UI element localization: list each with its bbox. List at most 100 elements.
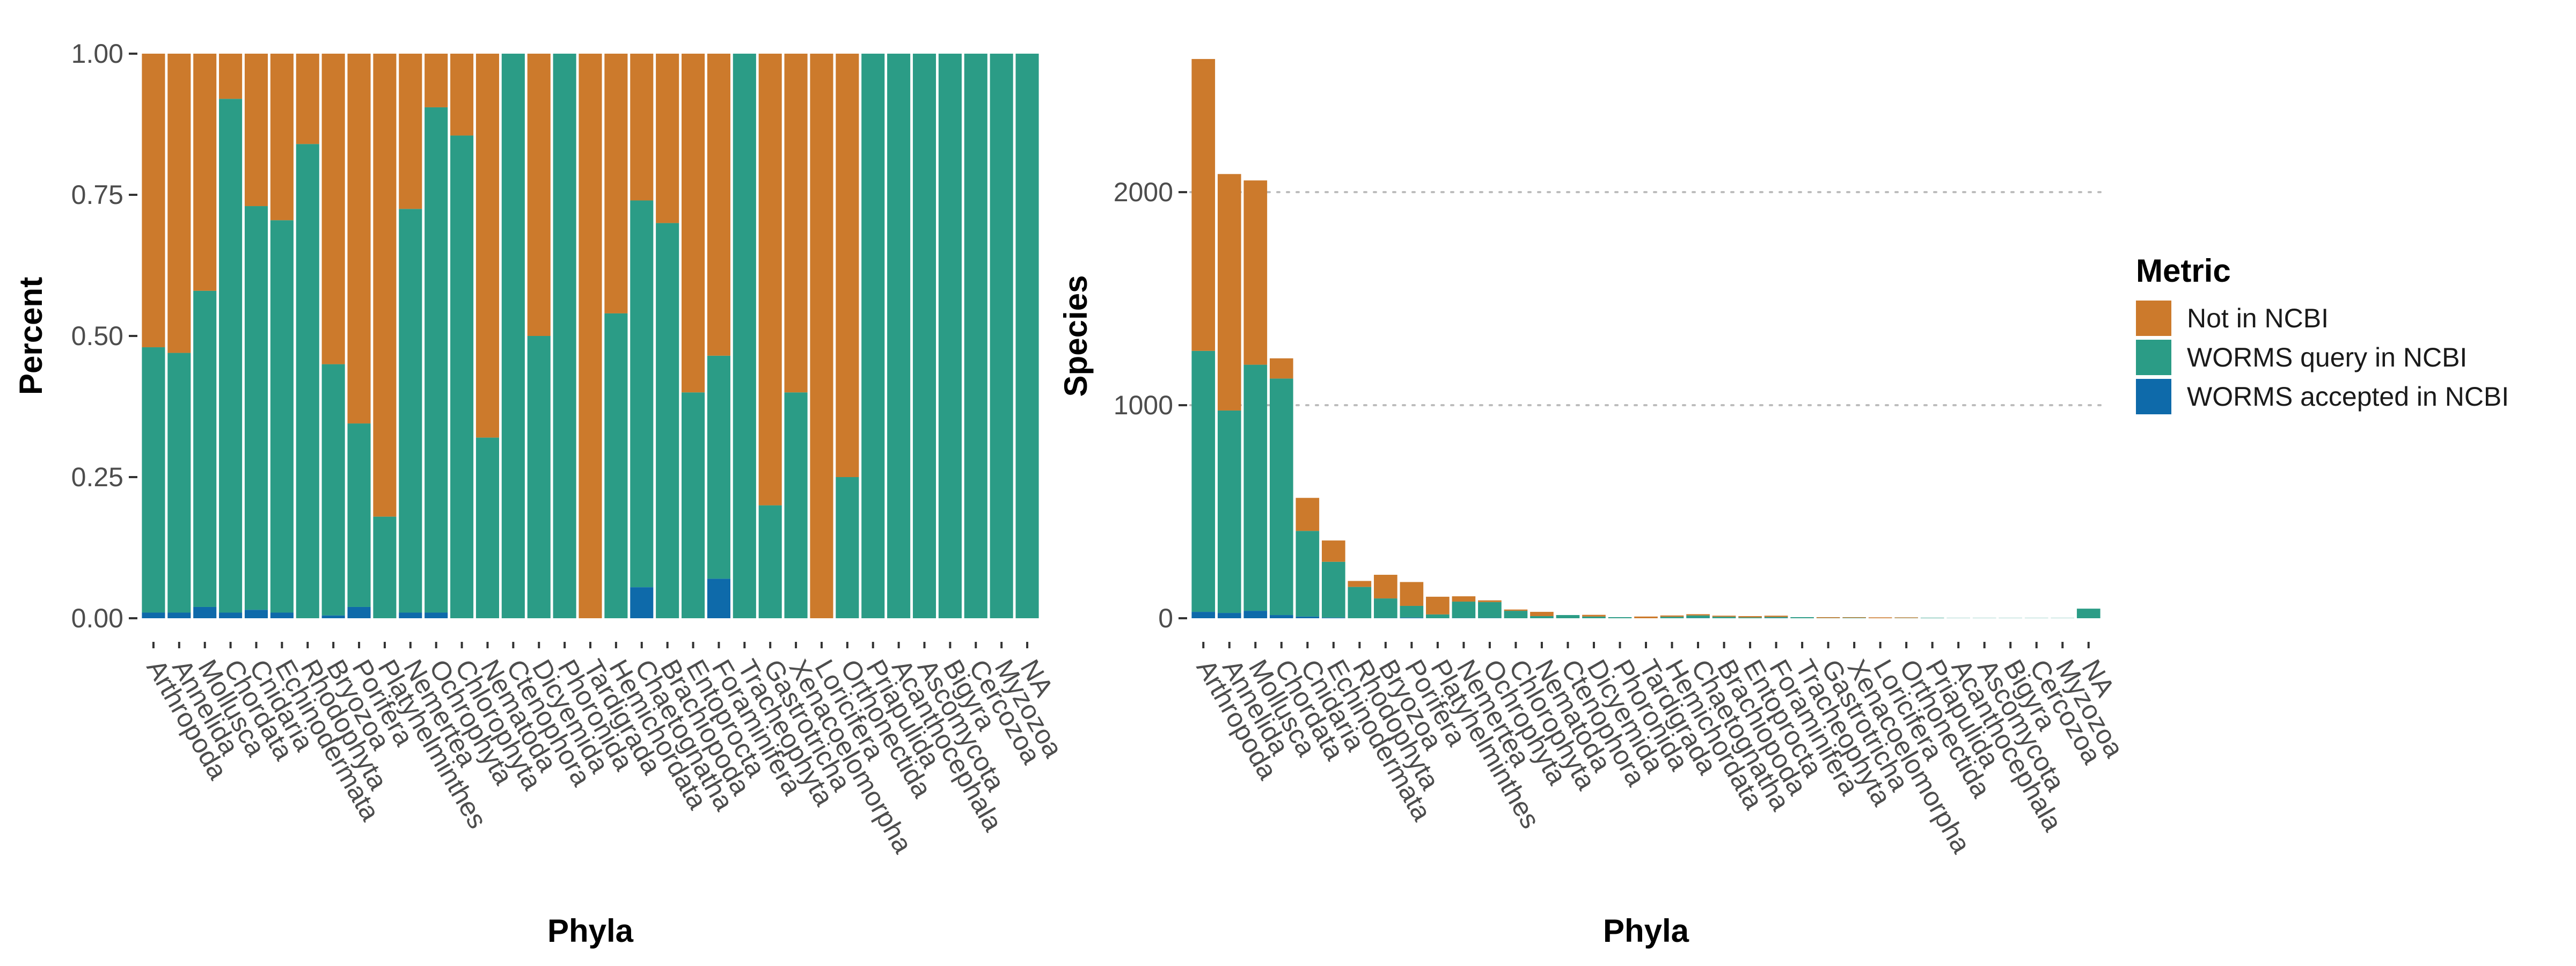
species-bar-arthropoda-worms-accepted: [1191, 612, 1216, 618]
species-bar-echinodermata-worms-query: [1321, 561, 1345, 618]
percent-bar-chaetognatha-worms-query: [630, 200, 654, 588]
percent-bar-arthropoda-worms-query: [142, 347, 165, 613]
percent-y-tick-label: 0.25: [71, 462, 123, 492]
species-bar-nemertea-worms-query: [1452, 602, 1476, 618]
percent-bar-chlorophyta-not-in-ncbi: [450, 54, 474, 136]
species-bar-entoprocta-not-in-ncbi: [1738, 616, 1762, 618]
species-bar-rhodophyta-worms-query: [1348, 587, 1372, 618]
percent-bar-na-worms-query: [1015, 54, 1039, 618]
percent-y-tick-label: 0.50: [71, 321, 123, 351]
percent-bar-foraminifera-worms-query: [707, 355, 730, 579]
species-chart-panel: 010002000ArthropodaAnnelidaMolluscaChord…: [1058, 58, 2129, 949]
legend-label-worms-accepted: WORMS accepted in NCBI: [2187, 382, 2509, 412]
species-bar-ctenophora-worms-query: [1556, 615, 1580, 618]
species-bar-echinodermata-not-in-ncbi: [1321, 540, 1345, 562]
percent-bar-arthropoda-worms-accepted: [142, 612, 165, 618]
species-bar-foraminifera-not-in-ncbi: [1764, 616, 1788, 617]
species-bar-tracheophyta-worms-query: [1790, 617, 1814, 618]
species-bar-hemichordata-not-in-ncbi: [1660, 615, 1684, 617]
species-bar-bryozoa-worms-query: [1374, 598, 1397, 618]
species-y-tick-label: 1000: [1114, 390, 1173, 420]
percent-bar-ctenophora-worms-query: [501, 54, 525, 618]
species-bar-tardigrada-not-in-ncbi: [1634, 616, 1658, 618]
species-bar-bryozoa-not-in-ncbi: [1374, 575, 1397, 599]
percent-bar-bryozoa-worms-accepted: [321, 615, 345, 618]
species-bar-porifera-worms-query: [1400, 605, 1424, 618]
percent-bar-echinodermata-not-in-ncbi: [270, 54, 294, 221]
species-bar-dicyemida-not-in-ncbi: [1582, 614, 1606, 617]
percent-bar-loricifera-not-in-ncbi: [810, 54, 833, 618]
legend-swatch-worms-query: [2136, 340, 2171, 375]
species-bar-arthropoda-not-in-ncbi: [1191, 58, 1216, 351]
percent-bar-porifera-worms-query: [347, 423, 371, 607]
percent-y-tick-label: 0.75: [71, 180, 123, 210]
percent-bar-chordata-worms-query: [219, 99, 243, 613]
percent-bar-platyhelminthes-worms-query: [373, 516, 397, 618]
percent-bar-gastrotricha-worms-query: [758, 505, 782, 618]
species-y-tick-label: 2000: [1114, 177, 1173, 207]
percent-y-axis-title: Percent: [13, 277, 49, 395]
species-bar-annelida-not-in-ncbi: [1217, 174, 1241, 411]
percent-bar-orthonectida-worms-query: [836, 477, 859, 618]
species-bar-mollusca-not-in-ncbi: [1243, 180, 1268, 365]
species-bar-chaetognatha-worms-query: [1686, 615, 1710, 618]
species-bar-na-worms-query: [2076, 609, 2101, 618]
species-bar-dicyemida-worms-query: [1582, 616, 1606, 618]
species-bar-ochrophyta-worms-query: [1478, 602, 1502, 618]
percent-bar-orthonectida-not-in-ncbi: [836, 54, 859, 477]
species-bar-loricifera-not-in-ncbi: [1868, 617, 1892, 618]
species-bar-chlorophyta-worms-query: [1504, 611, 1528, 618]
percent-bar-tracheophyta-worms-query: [733, 54, 756, 618]
legend-swatch-not-in-ncbi: [2136, 301, 2171, 336]
percent-bar-chlorophyta-worms-query: [450, 135, 474, 619]
species-y-tick-label: 0: [1158, 603, 1173, 633]
percent-bar-rhodophyta-worms-query: [296, 144, 319, 618]
percent-bar-mollusca-worms-accepted: [193, 606, 217, 618]
percent-bar-dicyemida-worms-query: [527, 336, 551, 618]
legend-title: Metric: [2136, 253, 2231, 289]
percent-bar-echinodermata-worms-accepted: [270, 612, 294, 618]
legend-label-worms-query: WORMS query in NCBI: [2187, 342, 2467, 372]
species-bar-annelida-worms-accepted: [1217, 613, 1241, 618]
species-bar-arthropoda-worms-query: [1191, 350, 1216, 612]
percent-bar-porifera-not-in-ncbi: [347, 54, 371, 424]
species-bar-orthonectida-not-in-ncbi: [1894, 617, 1918, 618]
percent-bar-annelida-worms-accepted: [167, 612, 191, 618]
percent-bar-bryozoa-worms-query: [321, 364, 345, 616]
species-bar-annelida-worms-query: [1217, 410, 1241, 613]
percent-bar-nemertea-worms-accepted: [399, 612, 422, 618]
percent-y-tick-label: 0.00: [71, 603, 123, 633]
percent-bar-porifera-worms-accepted: [347, 606, 371, 618]
species-y-axis-title: Species: [1058, 275, 1094, 397]
percent-bar-platyhelminthes-not-in-ncbi: [373, 54, 397, 517]
percent-chart-panel: 0.000.250.500.751.00ArthropodaAnnelidaMo…: [13, 39, 1069, 949]
species-bar-nemertea-not-in-ncbi: [1452, 596, 1476, 602]
species-bar-cnidaria-worms-query: [1296, 531, 1320, 617]
species-bar-phoronida-worms-query: [1608, 617, 1632, 618]
percent-bar-nematoda-worms-query: [475, 437, 500, 618]
percent-bar-annelida-not-in-ncbi: [167, 54, 191, 353]
percent-bar-cnidaria-worms-accepted: [244, 610, 268, 618]
percent-bar-cercozoa-worms-query: [964, 54, 987, 618]
percent-bar-hemichordata-worms-query: [604, 313, 628, 618]
percent-bar-phoronida-worms-query: [553, 54, 576, 618]
percent-bar-tardigrada-not-in-ncbi: [579, 54, 602, 618]
percent-bar-foraminifera-not-in-ncbi: [707, 54, 730, 356]
percent-bar-chordata-not-in-ncbi: [219, 54, 243, 99]
species-bar-cnidaria-not-in-ncbi: [1296, 497, 1320, 531]
percent-bar-chaetognatha-worms-accepted: [630, 587, 654, 618]
percent-bar-cnidaria-worms-query: [244, 206, 268, 610]
percent-bar-nemertea-worms-query: [399, 209, 422, 613]
species-bar-nematoda-not-in-ncbi: [1530, 612, 1554, 617]
legend-swatch-worms-accepted: [2136, 379, 2171, 414]
species-bar-foraminifera-worms-query: [1764, 617, 1788, 618]
species-bar-ochrophyta-not-in-ncbi: [1478, 600, 1502, 602]
species-bar-brachiopoda-not-in-ncbi: [1712, 616, 1736, 617]
percent-bar-ochrophyta-worms-accepted: [425, 612, 448, 618]
species-bar-chlorophyta-not-in-ncbi: [1504, 609, 1528, 611]
percent-bar-ochrophyta-worms-query: [425, 107, 448, 613]
species-bar-hemichordata-worms-query: [1660, 617, 1684, 618]
species-bar-cnidaria-worms-accepted: [1296, 616, 1320, 618]
percent-bar-nemertea-not-in-ncbi: [399, 54, 422, 209]
